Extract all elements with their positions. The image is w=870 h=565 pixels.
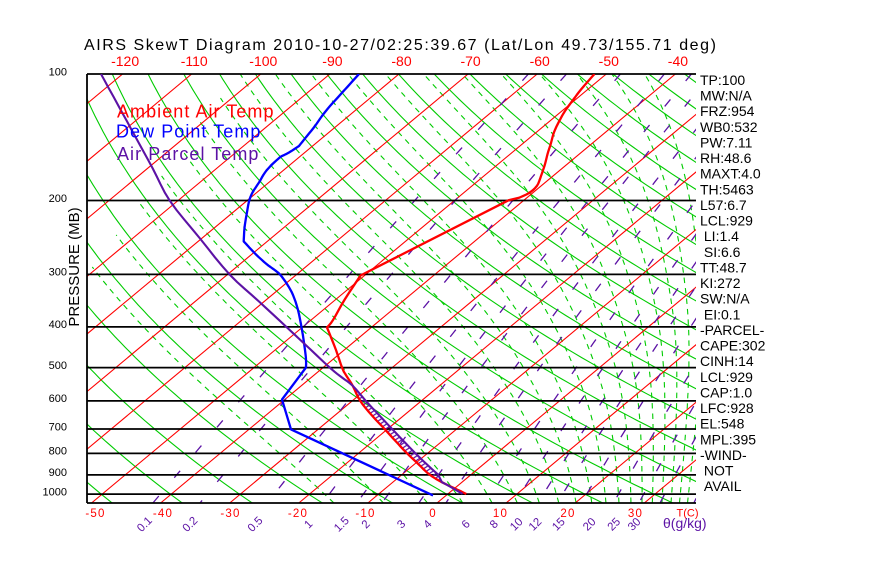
svg-text:MW:N/A: MW:N/A (700, 88, 753, 104)
svg-text:-20: -20 (288, 508, 308, 520)
svg-text:FRZ:954: FRZ:954 (700, 103, 755, 119)
svg-text:SW:N/A: SW:N/A (700, 291, 750, 307)
svg-text:NOT: NOT (700, 463, 734, 479)
svg-text:200: 200 (49, 193, 67, 205)
svg-text:AIRS SkewT Diagram 2010-10-27/: AIRS SkewT Diagram 2010-10-27/02:25:39.6… (84, 37, 717, 54)
svg-text:CAPE:302: CAPE:302 (700, 338, 766, 354)
svg-text:L57:6.7: L57:6.7 (700, 197, 747, 213)
svg-text:30: 30 (628, 508, 643, 520)
svg-text:PW:7.11: PW:7.11 (700, 135, 753, 151)
svg-text:400: 400 (49, 319, 67, 331)
svg-text:-70: -70 (460, 53, 480, 69)
svg-text:-WIND-: -WIND- (700, 447, 747, 463)
svg-text:LCL:929: LCL:929 (700, 213, 753, 229)
svg-text:TP:100: TP:100 (700, 72, 745, 88)
svg-text:-10: -10 (355, 508, 375, 520)
svg-text:-90: -90 (322, 53, 342, 69)
svg-text:-80: -80 (391, 53, 411, 69)
svg-text:-120: -120 (111, 53, 139, 69)
svg-text:-60: -60 (530, 53, 550, 69)
svg-text:10: 10 (493, 508, 508, 520)
svg-text:θ(g/kg): θ(g/kg) (663, 515, 707, 531)
svg-text:Ambient Air Temp: Ambient Air Temp (117, 102, 275, 122)
svg-text:Dew Point Temp: Dew Point Temp (116, 122, 261, 142)
svg-text:PRESSURE (MB): PRESSURE (MB) (66, 207, 83, 326)
svg-text:SI:6.6: SI:6.6 (700, 244, 741, 260)
svg-text:-50: -50 (85, 508, 105, 520)
svg-text:-100: -100 (249, 53, 277, 69)
svg-text:1000: 1000 (43, 486, 67, 498)
svg-text:TH:5463: TH:5463 (700, 181, 754, 197)
svg-text:T(C): T(C) (677, 508, 699, 520)
svg-text:0: 0 (429, 508, 437, 520)
svg-text:LFC:928: LFC:928 (700, 400, 754, 416)
svg-text:KI:272: KI:272 (700, 275, 741, 291)
svg-text:-40: -40 (668, 53, 688, 69)
svg-text:CINH:14: CINH:14 (700, 353, 754, 369)
svg-text:-110: -110 (181, 53, 208, 69)
svg-text:500: 500 (49, 360, 67, 372)
svg-text:CAP:1.0: CAP:1.0 (700, 384, 752, 400)
svg-text:-PARCEL-: -PARCEL- (700, 322, 765, 338)
svg-text:-50: -50 (599, 53, 619, 69)
svg-text:TT:48.7: TT:48.7 (700, 259, 747, 275)
svg-text:900: 900 (49, 467, 67, 479)
svg-text:-40: -40 (153, 508, 173, 520)
svg-text:EL:548: EL:548 (700, 416, 745, 432)
svg-text:700: 700 (49, 421, 67, 433)
svg-text:Air Parcel Temp: Air Parcel Temp (117, 144, 259, 164)
svg-text:LI:1.4: LI:1.4 (700, 228, 739, 244)
svg-text:WB0:532: WB0:532 (700, 119, 758, 135)
svg-text:RH:48.6: RH:48.6 (700, 150, 752, 166)
svg-text:-30: -30 (220, 508, 240, 520)
svg-text:LCL:929: LCL:929 (700, 369, 753, 385)
svg-text:EI:0.1: EI:0.1 (700, 306, 741, 322)
svg-text:20: 20 (560, 508, 575, 520)
svg-text:100: 100 (49, 66, 67, 78)
svg-text:300: 300 (49, 267, 67, 279)
svg-text:MAXT:4.0: MAXT:4.0 (700, 166, 761, 182)
svg-text:600: 600 (49, 393, 67, 405)
svg-text:AVAIL: AVAIL (700, 478, 742, 494)
svg-text:800: 800 (49, 446, 67, 458)
svg-text:MPL:395: MPL:395 (700, 431, 756, 447)
